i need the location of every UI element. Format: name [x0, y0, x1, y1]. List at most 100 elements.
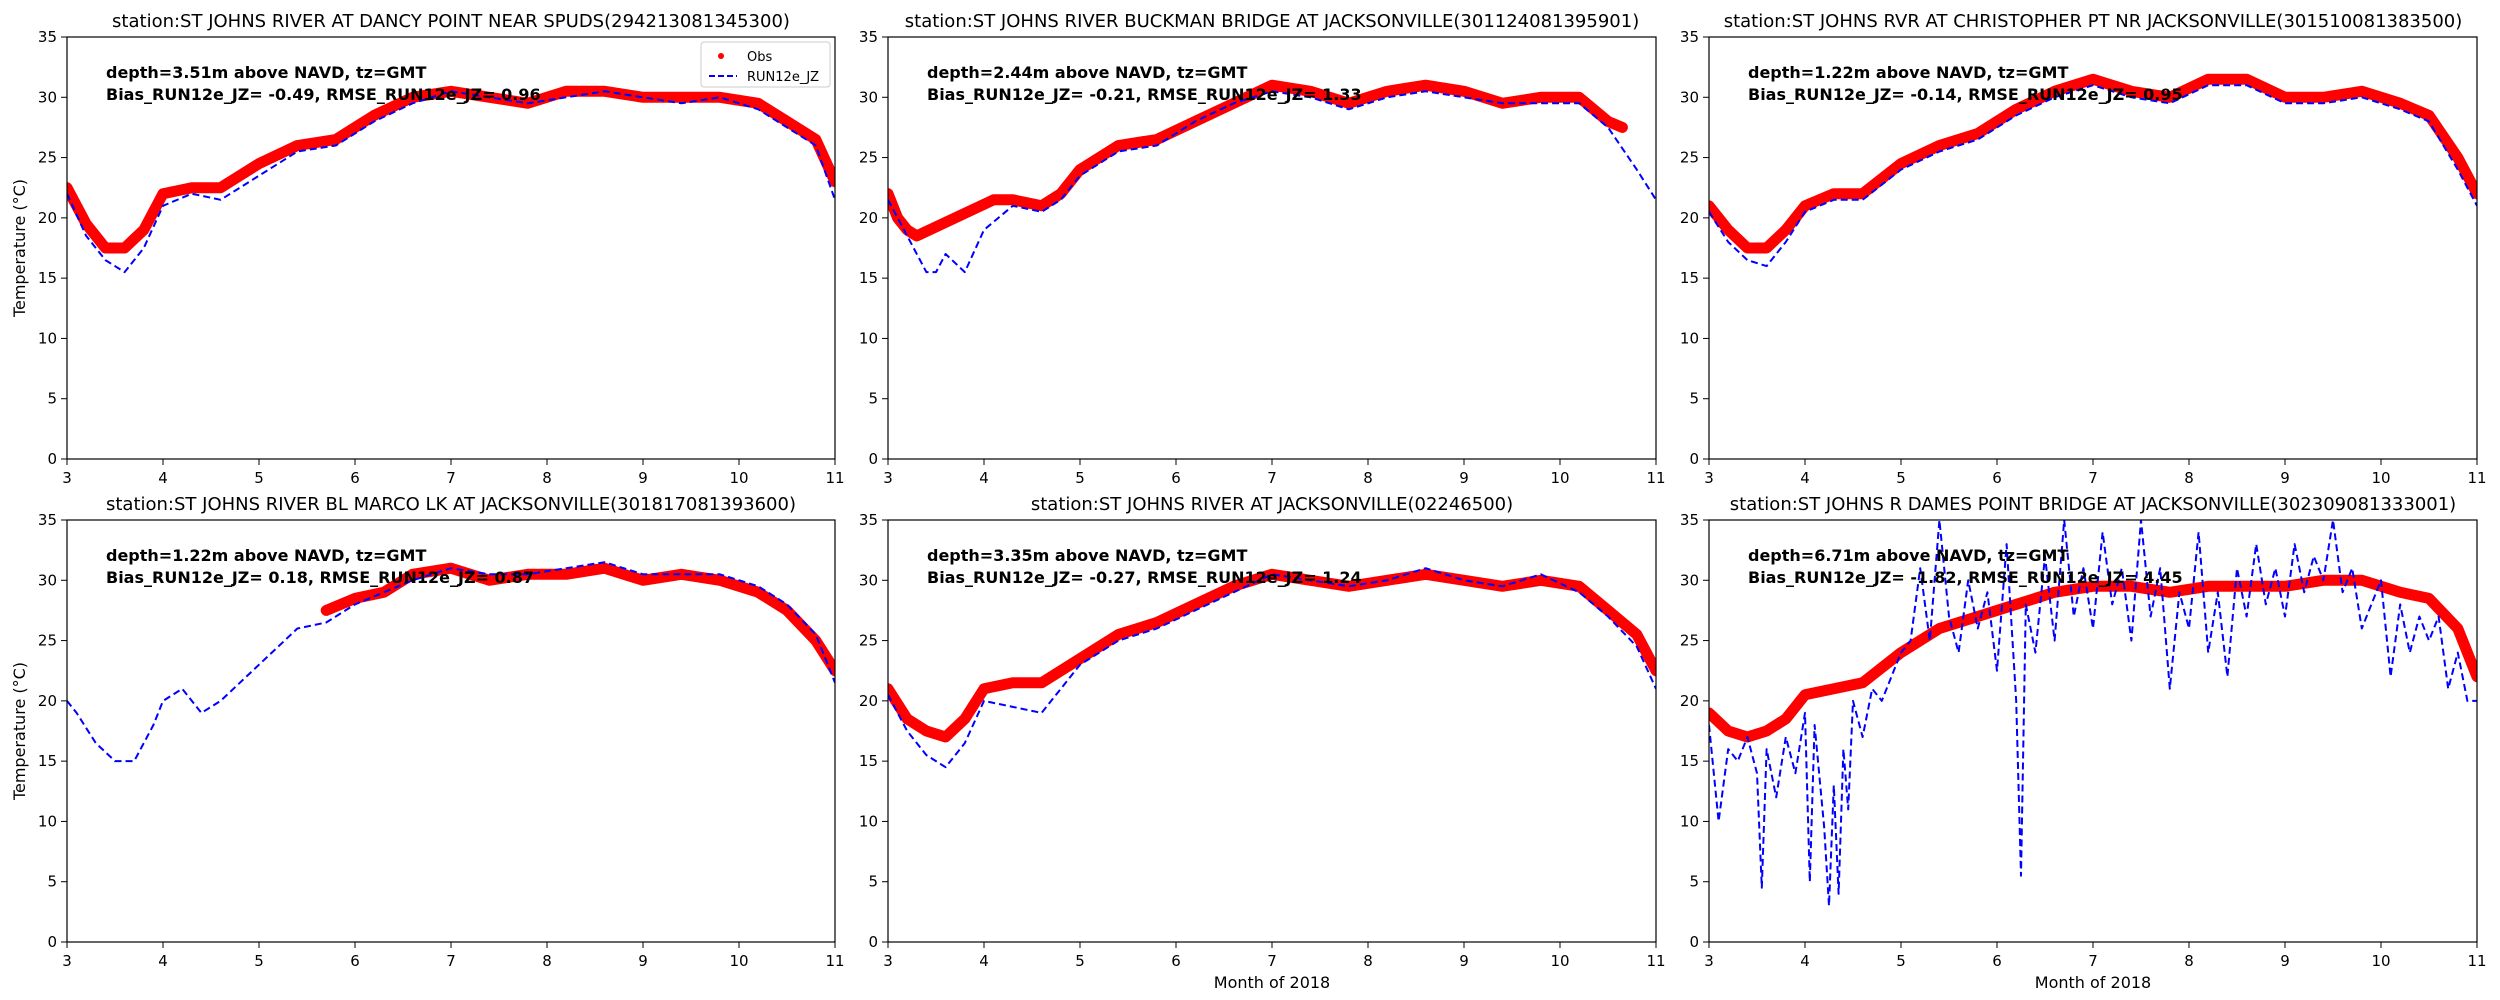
stats-annotation: Bias_RUN12e_JZ= -0.49, RMSE_RUN12e_JZ= 0…: [106, 85, 541, 104]
obs-point: [1780, 713, 1791, 724]
x-axis-label: Month of 2018: [1214, 973, 1330, 992]
y-tick-label: 0: [868, 450, 878, 468]
x-tick-label: 10: [729, 952, 748, 970]
obs-point: [1723, 224, 1734, 235]
obs-point: [1828, 188, 1839, 199]
obs-point: [1113, 629, 1124, 640]
run12e-series-line: [1709, 520, 2477, 907]
obs-point: [378, 587, 389, 598]
obs-point: [2011, 599, 2022, 610]
y-tick-label: 10: [859, 329, 878, 347]
obs-point: [2049, 587, 2060, 598]
obs-point: [676, 92, 687, 103]
obs-point: [2395, 98, 2406, 109]
obs-point: [1075, 164, 1085, 175]
obs-point: [2395, 587, 2406, 598]
obs-point: [158, 188, 168, 199]
x-tick-label: 7: [446, 952, 456, 970]
obs-point: [1651, 665, 1656, 676]
obs-point: [561, 86, 572, 97]
obs-point: [1151, 134, 1162, 145]
obs-point: [1267, 569, 1277, 580]
obs-point: [81, 218, 92, 229]
obs-point: [2356, 86, 2367, 97]
x-tick-label: 6: [1992, 469, 2002, 487]
obs-point: [2356, 575, 2367, 586]
obs-point: [1742, 243, 1753, 253]
y-tick-label: 20: [38, 209, 57, 227]
obs-point: [100, 243, 111, 253]
y-tick-label: 5: [1689, 873, 1699, 891]
x-tick-label: 6: [350, 469, 360, 487]
x-tick-label: 10: [1550, 469, 1569, 487]
obs-point: [321, 605, 332, 616]
y-tick-label: 30: [859, 571, 878, 589]
y-tick-label: 10: [859, 812, 878, 830]
panel-title: station:ST JOHNS RIVER AT JACKSONVILLE(0…: [1031, 494, 1513, 515]
x-tick-label: 8: [1363, 952, 1373, 970]
y-tick-label: 15: [38, 752, 57, 770]
legend-obs-marker: [718, 53, 724, 59]
run12e-series-line: [67, 561, 835, 763]
y-tick-label: 20: [1680, 209, 1699, 227]
x-tick-label: 5: [1896, 952, 1906, 970]
run12e-series-line: [888, 90, 1656, 274]
y-tick-label: 0: [47, 450, 57, 468]
obs-point: [1857, 188, 1868, 199]
obs-point: [1267, 80, 1277, 91]
obs-point: [638, 575, 648, 586]
plot-area: [1709, 520, 2477, 907]
obs-point: [1420, 80, 1431, 91]
obs-point: [911, 230, 922, 241]
panel-title: station:ST JOHNS RIVER BUCKMAN BRIDGE AT…: [905, 11, 1639, 32]
obs-point: [2088, 581, 2098, 592]
legend-box: [700, 41, 831, 88]
x-tick-label: 4: [158, 952, 168, 970]
y-tick-label: 5: [868, 873, 878, 891]
obs-point: [638, 92, 648, 103]
x-tick-label: 10: [2371, 469, 2390, 487]
stats-annotation: Bias_RUN12e_JZ= -0.27, RMSE_RUN12e_JZ= 1…: [927, 568, 1362, 587]
obs-point: [2424, 593, 2434, 604]
y-tick-label: 10: [1680, 812, 1699, 830]
x-tick-label: 7: [2088, 469, 2098, 487]
panel-title: station:ST JOHNS RIVER BL MARCO LK AT JA…: [106, 494, 796, 515]
panel-3: station:ST JOHNS RVR AT CHRISTOPHER PT N…: [1680, 11, 2487, 487]
x-axis-label: Month of 2018: [2035, 973, 2151, 992]
panel-2: station:ST JOHNS RIVER BUCKMAN BRIDGE AT…: [859, 11, 1666, 487]
y-tick-label: 10: [1680, 329, 1699, 347]
y-tick-label: 35: [1680, 511, 1699, 529]
y-tick-label: 15: [1680, 269, 1699, 287]
obs-point: [407, 569, 418, 580]
obs-point: [1603, 605, 1613, 616]
legend-run-label: RUN12e_JZ: [747, 70, 819, 85]
obs-point: [330, 134, 341, 145]
obs-point: [1075, 653, 1085, 664]
x-tick-label: 3: [1704, 952, 1714, 970]
obs-point: [753, 98, 764, 109]
obs-point: [67, 182, 72, 193]
y-tick-label: 25: [859, 149, 878, 167]
obs-point: [959, 713, 970, 724]
x-tick-label: 5: [254, 469, 264, 487]
obs-point: [1617, 122, 1628, 133]
obs-point: [1343, 581, 1354, 592]
obs-point: [1972, 128, 1983, 139]
obs-point: [1228, 581, 1239, 592]
obs-point: [1934, 623, 1945, 634]
obs-point: [407, 92, 418, 103]
obs-point: [888, 683, 893, 694]
obs-point: [2164, 587, 2175, 598]
obs-point: [2280, 581, 2290, 592]
x-tick-label: 6: [1992, 952, 2002, 970]
x-tick-label: 3: [883, 952, 893, 970]
x-tick-label: 7: [2088, 952, 2098, 970]
obs-point: [1305, 86, 1316, 97]
obs-point: [940, 732, 951, 743]
obs-point: [1800, 200, 1810, 211]
x-tick-label: 10: [729, 469, 748, 487]
obs-point: [1459, 575, 1469, 586]
obs-point: [1800, 689, 1810, 700]
obs-point: [676, 569, 687, 580]
